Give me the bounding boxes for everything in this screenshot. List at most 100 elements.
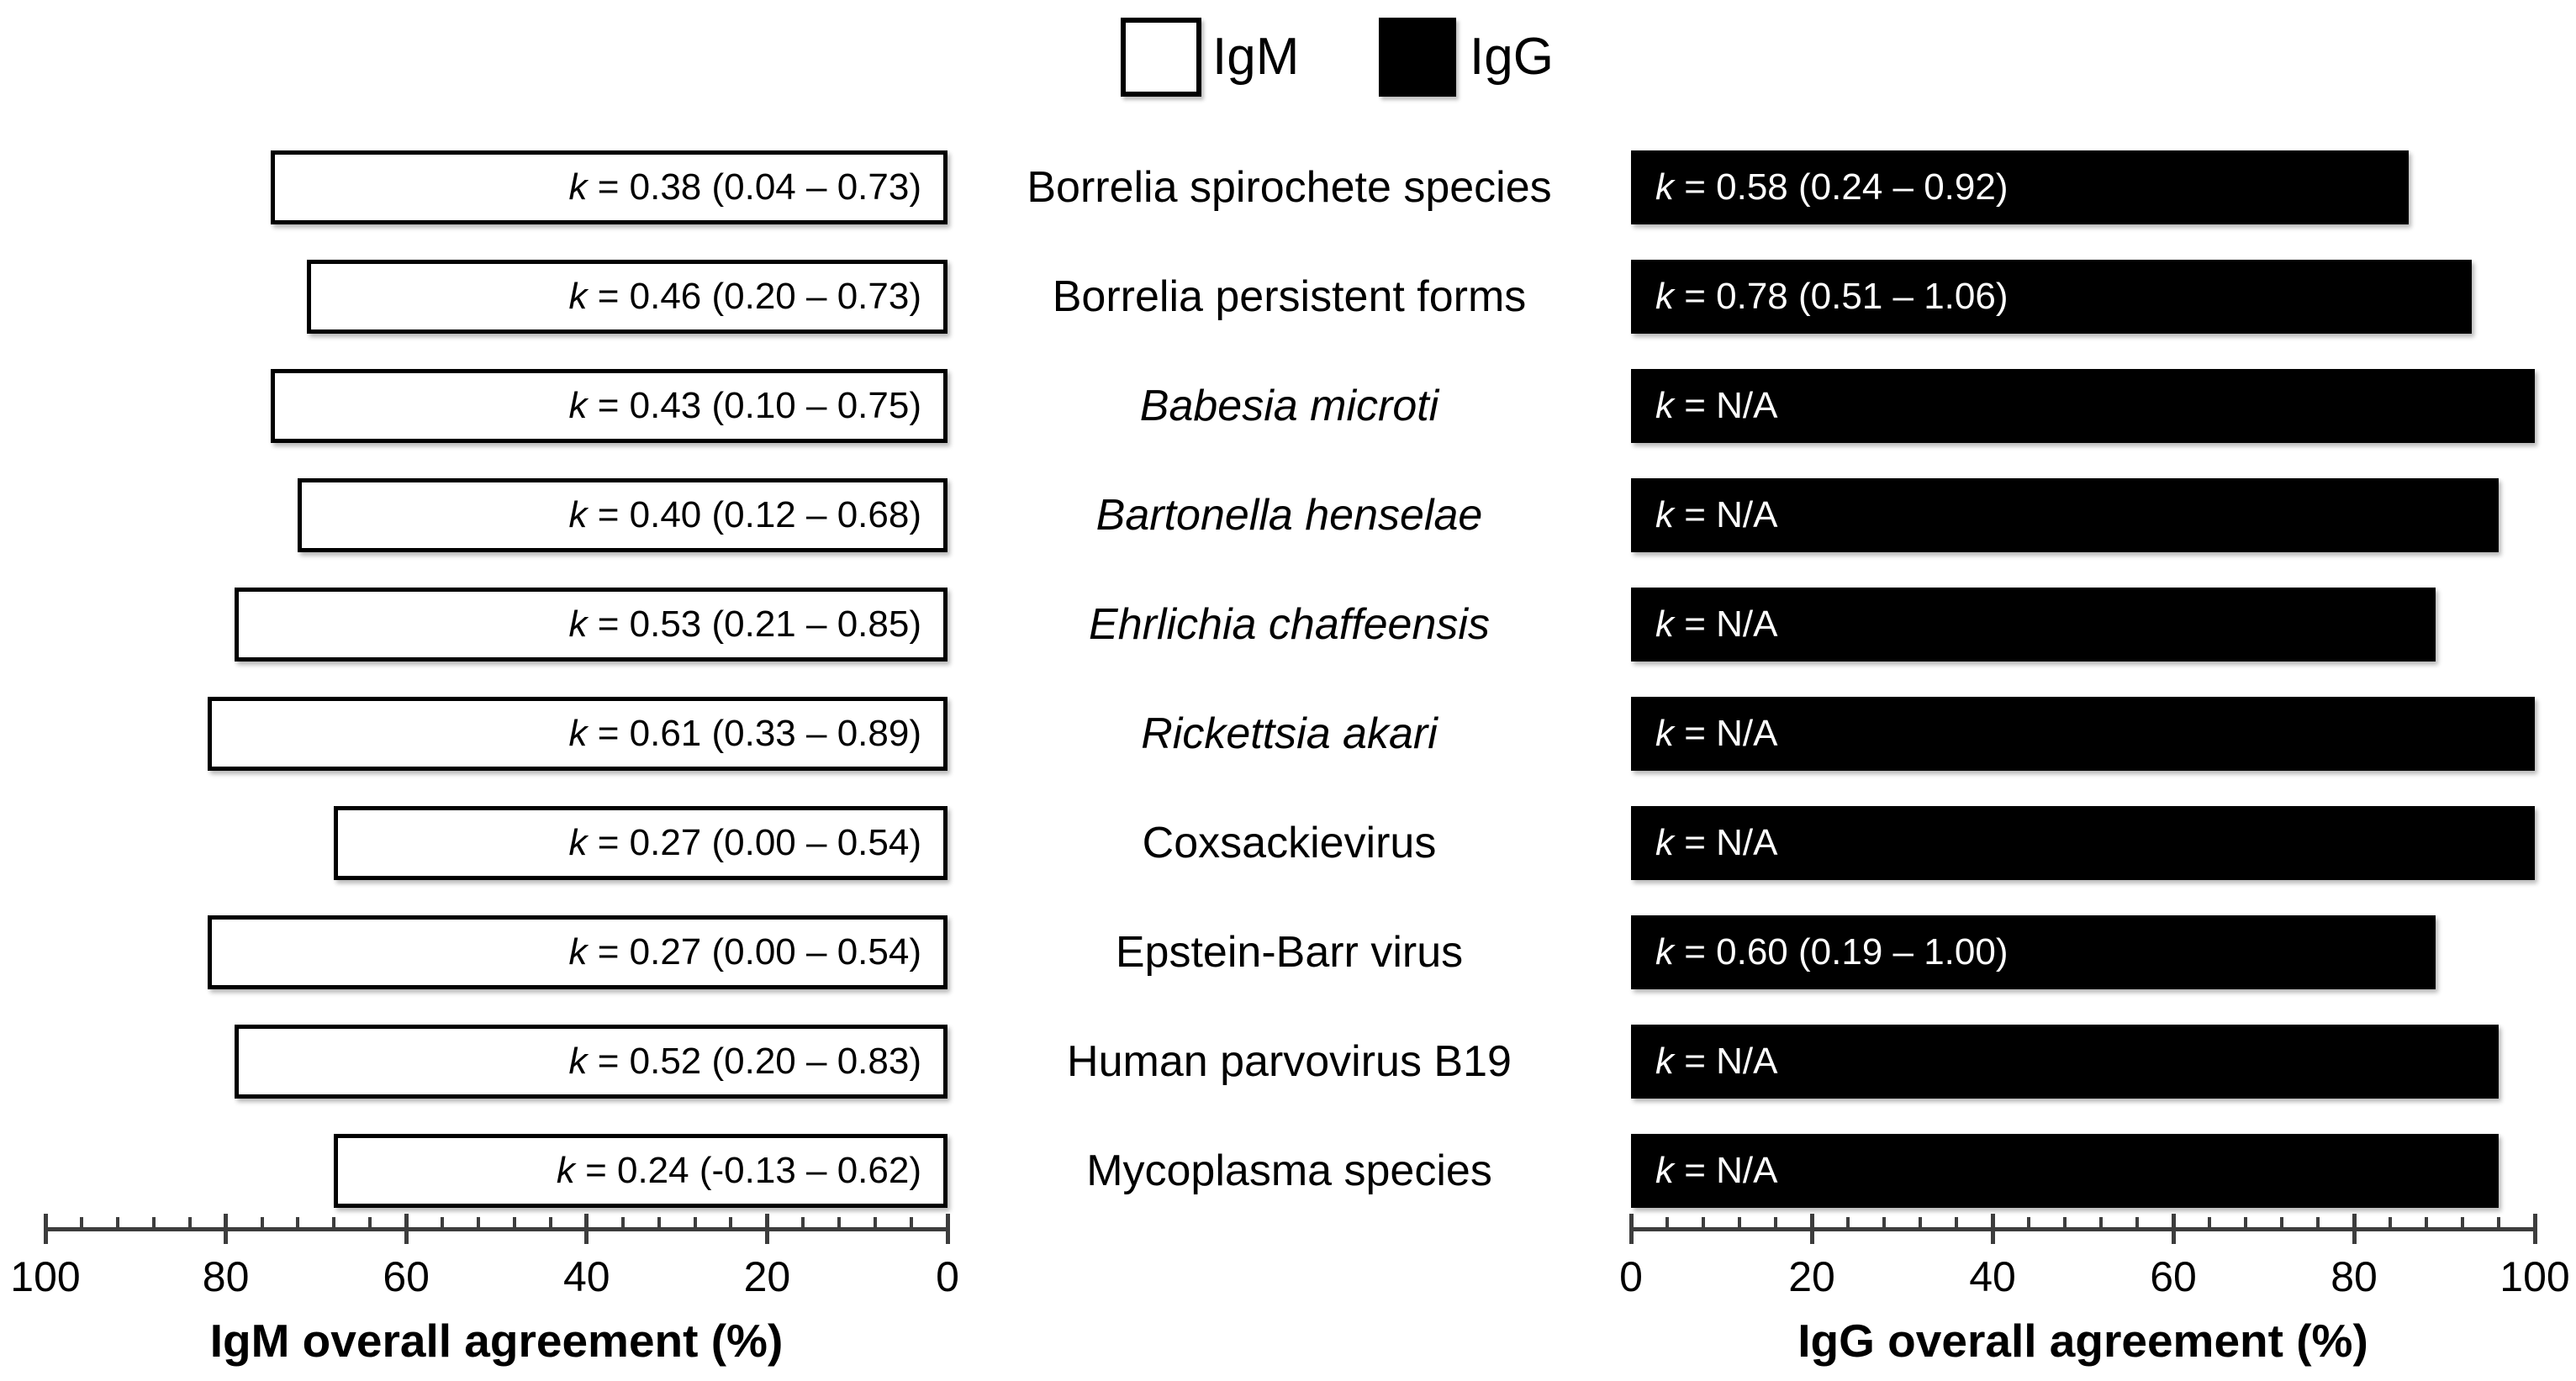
axis-minor-tick xyxy=(2208,1217,2211,1229)
axis-minor-tick xyxy=(2135,1217,2139,1229)
axis-minor-tick xyxy=(2316,1217,2320,1229)
igm-bar: k = 0.24 (-0.13 – 0.62) xyxy=(334,1134,948,1208)
axis-minor-tick xyxy=(79,1217,83,1229)
igg-k-label: k = N/A xyxy=(1655,385,1778,426)
axis-tick-label: 60 xyxy=(383,1253,430,1300)
igm-k-label: k = 0.27 (0.00 – 0.54) xyxy=(568,822,921,863)
row-label: Ehrlichia chaffeensis xyxy=(1089,600,1490,649)
igm-axis-title: IgM overall agreement (%) xyxy=(209,1315,784,1367)
axis-minor-tick xyxy=(441,1217,445,1229)
axis-major-tick xyxy=(945,1214,950,1244)
igg-bar: k = N/A xyxy=(1631,369,2535,443)
axis-minor-tick xyxy=(801,1217,805,1229)
axis-tick-label: 80 xyxy=(2331,1253,2378,1300)
igm-bar: k = 0.27 (0.00 – 0.54) xyxy=(334,806,948,880)
axis-major-tick xyxy=(224,1214,229,1244)
legend-swatch-igg xyxy=(1379,18,1456,97)
axis-minor-tick xyxy=(1774,1217,1777,1229)
axis-minor-tick xyxy=(2461,1217,2464,1229)
axis-minor-tick xyxy=(1846,1217,1850,1229)
axis-tick-label: 0 xyxy=(1619,1253,1643,1300)
axis-minor-tick xyxy=(620,1217,625,1229)
igg-k-label: k = N/A xyxy=(1655,604,1778,645)
igm-k-label: k = 0.40 (0.12 – 0.68) xyxy=(568,494,921,535)
axis-minor-tick xyxy=(2027,1217,2030,1229)
row-label: Human parvovirus B19 xyxy=(1067,1037,1512,1086)
igg-bar: k = N/A xyxy=(1631,1025,2499,1099)
axis-major-tick xyxy=(1628,1214,1634,1244)
igg-bar: k = 0.78 (0.51 – 1.06) xyxy=(1631,260,2472,334)
axis-minor-tick xyxy=(368,1217,372,1229)
igm-bar: k = 0.46 (0.20 – 0.73) xyxy=(307,260,948,334)
axis-minor-tick xyxy=(1702,1217,1705,1229)
axis-major-tick xyxy=(2171,1214,2176,1244)
axis-minor-tick xyxy=(2497,1217,2500,1229)
axis-minor-tick xyxy=(2099,1217,2103,1229)
axis-major-tick xyxy=(2532,1214,2537,1244)
igm-bar: k = 0.27 (0.00 – 0.54) xyxy=(208,915,948,989)
axis-minor-tick xyxy=(910,1217,914,1229)
axis-minor-tick xyxy=(548,1217,552,1229)
igg-axis-line xyxy=(1631,1227,2535,1231)
igg-k-label: k = 0.60 (0.19 – 1.00) xyxy=(1655,931,2009,972)
axis-minor-tick xyxy=(332,1217,336,1229)
igm-k-label: k = 0.38 (0.04 – 0.73) xyxy=(568,166,921,208)
row-label: Borrelia spirochete species xyxy=(1027,163,1552,212)
axis-minor-tick xyxy=(512,1217,516,1229)
igg-bar: k = N/A xyxy=(1631,806,2535,880)
axis-minor-tick xyxy=(260,1217,264,1229)
axis-tick-label: 0 xyxy=(936,1253,959,1300)
igm-bar: k = 0.61 (0.33 – 0.89) xyxy=(208,697,948,771)
row-label: Bartonella henselae xyxy=(1095,491,1483,540)
axis-tick-label: 20 xyxy=(1788,1253,1835,1300)
axis-minor-tick xyxy=(2425,1217,2428,1229)
axis-minor-tick xyxy=(1919,1217,1922,1229)
axis-major-tick xyxy=(1990,1214,1995,1244)
legend-label-igg: IgG xyxy=(1470,28,1554,86)
axis-tick-label: 100 xyxy=(10,1253,81,1300)
igm-bar: k = 0.40 (0.12 – 0.68) xyxy=(298,478,948,552)
igg-bar: k = 0.58 (0.24 – 0.92) xyxy=(1631,150,2409,224)
igg-k-label: k = N/A xyxy=(1655,1041,1778,1082)
axis-minor-tick xyxy=(477,1217,481,1229)
axis-minor-tick xyxy=(1665,1217,1669,1229)
axis-minor-tick xyxy=(837,1217,842,1229)
axis-tick-label: 40 xyxy=(562,1253,610,1300)
row-label: Rickettsia akari xyxy=(1141,709,1438,758)
igm-bar: k = 0.43 (0.10 – 0.75) xyxy=(271,369,948,443)
igg-bar: k = N/A xyxy=(1631,478,2499,552)
axis-tick-label: 100 xyxy=(2499,1253,2570,1300)
axis-minor-tick xyxy=(2063,1217,2067,1229)
axis-tick-label: 80 xyxy=(202,1253,250,1300)
igg-k-label: k = N/A xyxy=(1655,494,1778,535)
igm-bar: k = 0.53 (0.21 – 0.85) xyxy=(235,588,948,662)
axis-major-tick xyxy=(1809,1214,1814,1244)
axis-tick-label: 20 xyxy=(743,1253,791,1300)
axis-minor-tick xyxy=(187,1217,192,1229)
row-label: Epstein-Barr virus xyxy=(1115,928,1464,977)
axis-minor-tick xyxy=(1955,1217,1958,1229)
axis-minor-tick xyxy=(657,1217,661,1229)
igg-k-label: k = 0.58 (0.24 – 0.92) xyxy=(1655,166,2009,208)
axis-major-tick xyxy=(404,1214,409,1244)
igm-bar: k = 0.52 (0.20 – 0.83) xyxy=(235,1025,948,1099)
row-label: Mycoplasma species xyxy=(1086,1146,1492,1195)
igm-bar: k = 0.38 (0.04 – 0.73) xyxy=(271,150,948,224)
legend-label-igm: IgM xyxy=(1212,28,1300,86)
axis-minor-tick xyxy=(2280,1217,2283,1229)
axis-minor-tick xyxy=(151,1217,156,1229)
axis-minor-tick xyxy=(296,1217,300,1229)
axis-minor-tick xyxy=(693,1217,697,1229)
row-label: Borrelia persistent forms xyxy=(1052,272,1527,321)
row-label: Babesia microti xyxy=(1139,382,1439,430)
row-label: Coxsackievirus xyxy=(1142,819,1437,867)
igm-k-label: k = 0.46 (0.20 – 0.73) xyxy=(568,276,921,317)
igg-bar: k = N/A xyxy=(1631,697,2535,771)
axis-tick-label: 60 xyxy=(2150,1253,2197,1300)
igg-k-label: k = N/A xyxy=(1655,713,1778,754)
igg-bar: k = N/A xyxy=(1631,588,2436,662)
igm-k-label: k = 0.24 (-0.13 – 0.62) xyxy=(556,1150,921,1191)
axis-major-tick xyxy=(43,1214,48,1244)
axis-minor-tick xyxy=(2244,1217,2247,1229)
